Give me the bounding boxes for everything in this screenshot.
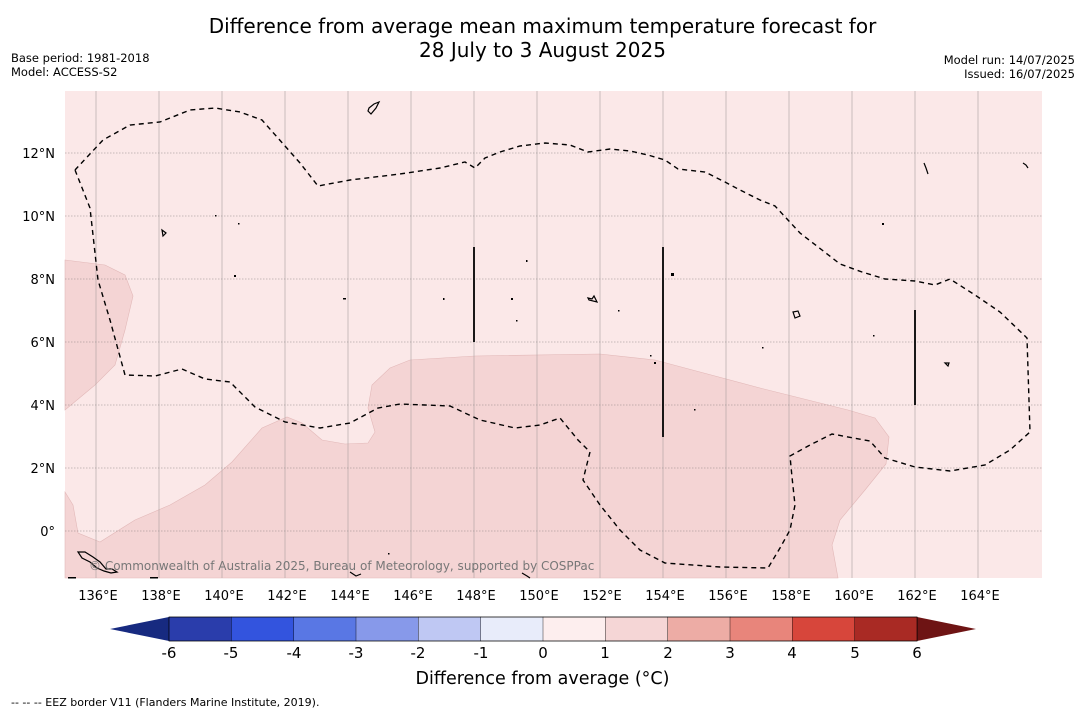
colorbar-label: 4 (787, 644, 797, 662)
colorbar-outline (168, 616, 918, 642)
colorbar-cell (293, 616, 357, 642)
colorbar-label: 3 (725, 644, 735, 662)
lon-label: 152°E (582, 589, 622, 604)
colorbar-cell (418, 616, 482, 642)
colorbar-label: 6 (912, 644, 922, 662)
colorbar-label: -1 (474, 644, 489, 662)
small-islets (68, 215, 884, 579)
model-run: Model run: 14/07/2025 (943, 53, 1075, 67)
meta-right: Model run: 14/07/2025 Issued: 16/07/2025 (944, 53, 1075, 81)
eez-border (74, 107, 1031, 569)
copyright-text: © Commonwealth of Australia 2025, Bureau… (89, 559, 594, 573)
colorbar-extend-low (110, 617, 169, 641)
colorbar-extend-high (917, 617, 976, 641)
eez-footnote: -- -- -- EEZ border V11 (Flanders Marine… (11, 696, 320, 709)
colorbar-cell (854, 616, 918, 642)
lon-label: 142°E (267, 589, 307, 604)
colorbar-cell (355, 616, 419, 642)
lon-label: 160°E (834, 589, 874, 604)
colorbar-cell (231, 616, 295, 642)
model-name: Model: ACCESS-S2 (11, 65, 118, 79)
map-title: Difference from average mean maximum tem… (0, 14, 1085, 62)
lon-label: 156°E (708, 589, 748, 604)
lat-label: 0° (40, 525, 55, 540)
lon-label: 140°E (204, 589, 244, 604)
lon-label: 138°E (141, 589, 181, 604)
longitude-gridlines (95, 91, 979, 578)
colorbar-cell (542, 616, 606, 642)
colorbar-cell (168, 616, 232, 642)
colorbar-cell (667, 616, 731, 642)
colorbar-label: -5 (224, 644, 239, 662)
lat-label: 8°N (31, 273, 56, 288)
lon-label: 158°E (771, 589, 811, 604)
lat-label: 12°N (22, 147, 55, 162)
colorbar-label: -4 (287, 644, 302, 662)
latitude-gridlines (65, 152, 1042, 532)
issued-date: Issued: 16/07/2025 (964, 67, 1075, 81)
colorbar-cell (480, 616, 544, 642)
colorbar-label: -2 (411, 644, 426, 662)
colorbar-labels: -6 -5 -4 -3 -2 -1 0 1 2 3 4 5 6 (162, 644, 922, 662)
latitude-labels: 12°N 10°N 8°N 6°N 4°N 2°N 0° (22, 147, 55, 540)
colorbar-cells (168, 616, 918, 642)
lat-label: 2°N (31, 462, 56, 477)
colorbar-label: -6 (162, 644, 177, 662)
lon-label: 164°E (960, 589, 1000, 604)
colorbar-label: -3 (349, 644, 364, 662)
islands (76, 100, 1029, 579)
colorbar-label: 1 (600, 644, 610, 662)
lon-label: 162°E (897, 589, 937, 604)
title-line-2: 28 July to 3 August 2025 (419, 38, 666, 62)
colorbar-label: 5 (850, 644, 860, 662)
colorbar-cell (729, 616, 793, 642)
base-period: Base period: 1981-2018 (11, 51, 150, 65)
colorbar: -6 -5 -4 -3 -2 -1 0 1 2 3 4 5 6 (110, 616, 976, 662)
lat-label: 6°N (31, 336, 56, 351)
lat-label: 10°N (22, 210, 55, 225)
colorbar-label: 0 (538, 644, 548, 662)
title-line-1: Difference from average mean maximum tem… (208, 14, 877, 38)
lon-label: 154°E (645, 589, 685, 604)
boundary-segments (473, 247, 916, 437)
warm-region-west (64, 259, 134, 411)
lon-label: 146°E (393, 589, 433, 604)
longitude-labels: 136°E 138°E 140°E 142°E 144°E 146°E 148°… (78, 589, 1000, 604)
lon-label: 148°E (456, 589, 496, 604)
meta-left: Base period: 1981-2018 Model: ACCESS-S2 (11, 51, 150, 79)
colorbar-cell (792, 616, 856, 642)
lon-label: 144°E (330, 589, 370, 604)
colorbar-cell (605, 616, 669, 642)
colorbar-label: 2 (663, 644, 673, 662)
colorbar-title: Difference from average (°C) (415, 669, 670, 689)
lon-label: 150°E (519, 589, 559, 604)
warm-region-south (64, 353, 890, 579)
lon-label: 136°E (78, 589, 118, 604)
lat-label: 4°N (31, 399, 56, 414)
